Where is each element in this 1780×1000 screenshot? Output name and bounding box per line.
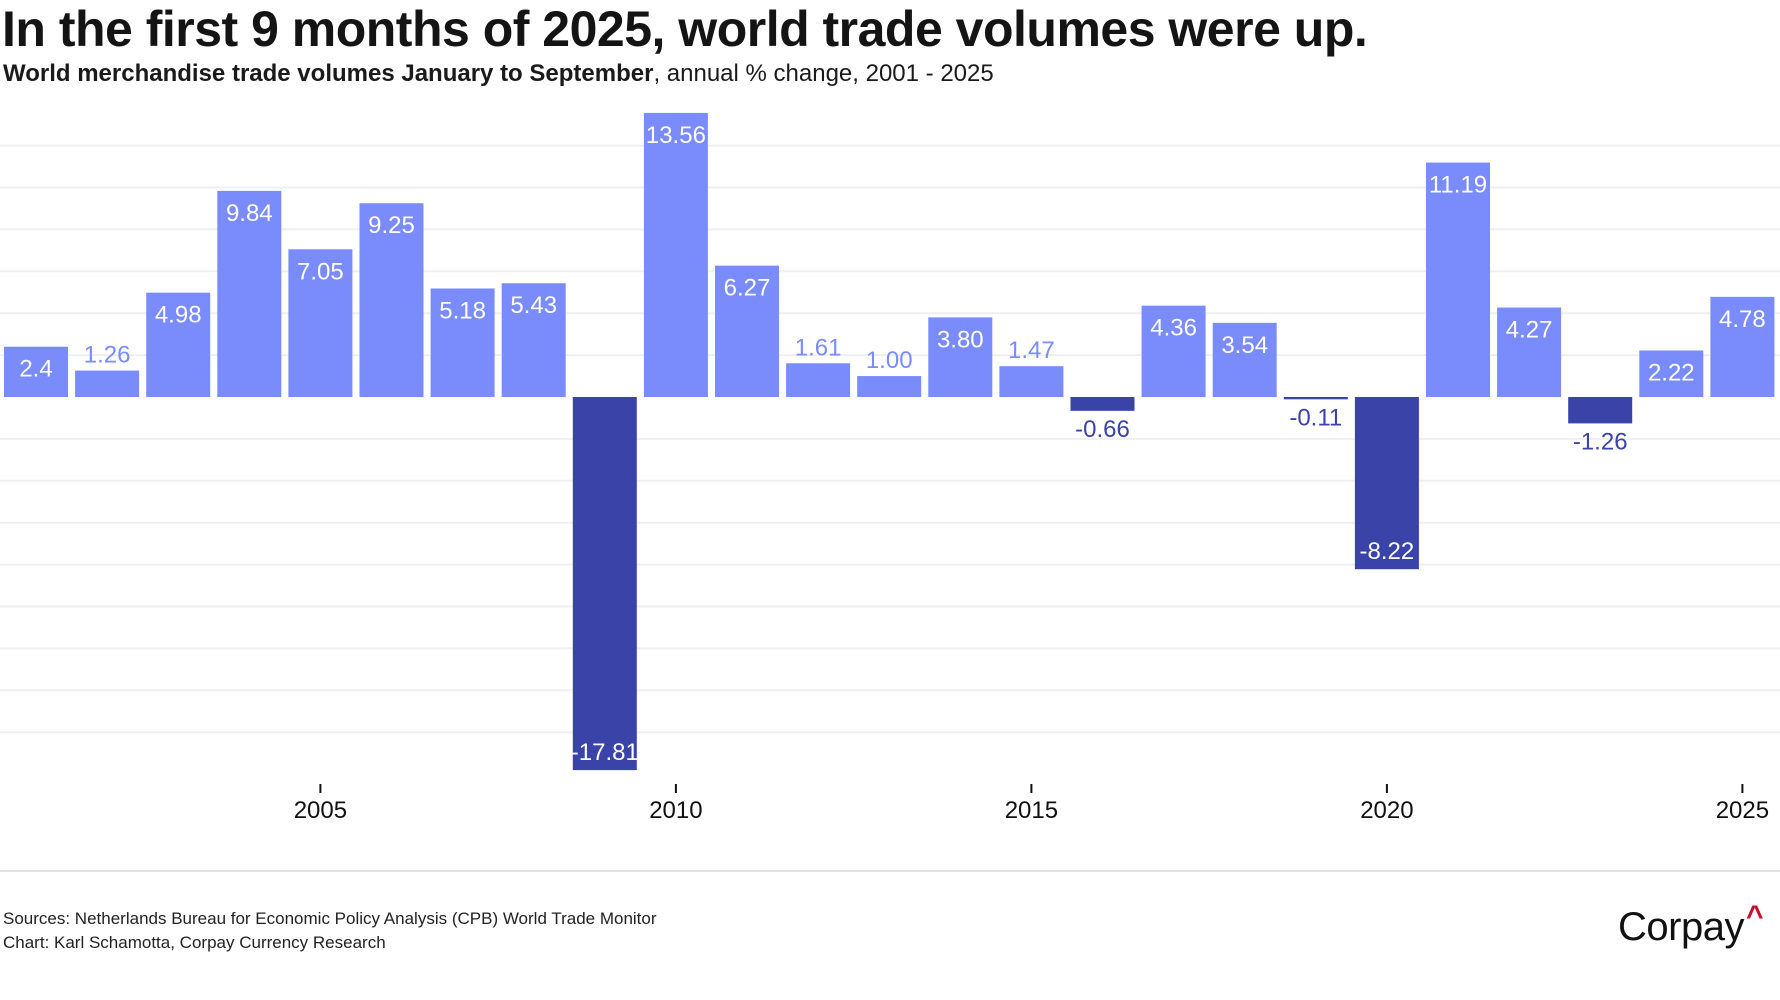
bar-2018 — [1212, 322, 1277, 397]
logo-caret-icon: ^ — [1745, 900, 1764, 933]
corpay-logo: Corpay^ — [1618, 900, 1763, 950]
bar-2021 — [1426, 162, 1490, 397]
bar-2019 — [1283, 397, 1348, 400]
data-label: 3.80 — [937, 326, 984, 353]
data-label: 4.78 — [1719, 306, 1766, 333]
data-label: 6.27 — [724, 275, 771, 302]
data-label: 1.61 — [795, 334, 842, 361]
x-tick-label: 2005 — [294, 797, 347, 824]
bar-2003 — [146, 292, 211, 397]
bar-2009 — [572, 397, 637, 771]
chart-credit: Chart: Karl Schamotta, Corpay Currency R… — [3, 933, 386, 952]
data-label: 5.18 — [439, 297, 486, 324]
bar-2008 — [501, 283, 566, 397]
chart-title: In the first 9 months of 2025, world tra… — [2, 1, 1368, 57]
x-tick-label: 2025 — [1716, 797, 1769, 824]
data-label: 2.22 — [1648, 359, 1695, 386]
data-label: -0.66 — [1075, 416, 1130, 443]
data-label: 4.36 — [1150, 315, 1197, 342]
subtitle-bold: World merchandise trade volumes January … — [3, 60, 654, 87]
chart-subtitle: World merchandise trade volumes January … — [3, 58, 994, 90]
bar-2007 — [430, 288, 495, 397]
data-label: -1.26 — [1573, 428, 1628, 455]
source-note: Sources: Netherlands Bureau for Economic… — [3, 909, 657, 928]
bar-2016 — [1070, 397, 1135, 411]
bars — [4, 112, 1775, 771]
bar-2010 — [643, 112, 708, 397]
logo-text: Corpay — [1618, 905, 1744, 949]
bar-2011 — [715, 265, 779, 397]
data-label: 4.27 — [1506, 317, 1553, 344]
bar-2020 — [1354, 397, 1419, 570]
bar-2017 — [1141, 305, 1206, 397]
bar-2025 — [1710, 296, 1775, 397]
footer-divider — [0, 870, 1780, 872]
x-axis: 2005 2010 2015 2020 2025 — [294, 784, 1769, 824]
data-label: 11.19 — [1429, 172, 1487, 199]
x-tick-label: 2015 — [1005, 797, 1058, 824]
bar-chart: 2.4 1.26 4.98 9.84 7.05 9.25 5.18 5.43 -17.81 13.… — [0, 112, 1780, 824]
data-label: 1.47 — [1008, 337, 1055, 364]
data-label: 1.00 — [866, 347, 913, 374]
data-label: 9.25 — [368, 212, 415, 239]
bar-2002 — [75, 370, 140, 397]
data-label: 5.43 — [510, 292, 557, 319]
data-label: 7.05 — [297, 258, 344, 285]
data-label: 13.56 — [646, 122, 706, 149]
data-label: -17.81 — [571, 739, 639, 766]
bar-2005 — [288, 249, 353, 397]
x-tick-label: 2010 — [649, 797, 702, 824]
bar-2013 — [857, 376, 922, 397]
bar-2012 — [786, 363, 851, 397]
subtitle-rest: , annual % change, 2001 - 2025 — [653, 60, 994, 87]
bar-2023 — [1568, 397, 1633, 424]
data-label: -8.22 — [1360, 538, 1415, 565]
bar-2014 — [928, 317, 993, 397]
data-label: 4.98 — [155, 302, 202, 329]
bar-2015 — [999, 366, 1064, 397]
data-labels: 2.4 1.26 4.98 9.84 7.05 9.25 5.18 5.43 -17.81 13.… — [19, 122, 1765, 766]
bar-2022 — [1497, 307, 1562, 397]
data-label: 2.4 — [19, 356, 52, 383]
bar-2004 — [217, 190, 282, 397]
data-label: 3.54 — [1221, 332, 1268, 359]
data-label: 1.26 — [84, 342, 131, 369]
data-label: 9.84 — [226, 200, 273, 227]
data-label: -0.11 — [1289, 404, 1342, 431]
bar-2006 — [359, 203, 424, 397]
bar-2024 — [1639, 350, 1704, 397]
bar-2001 — [4, 346, 68, 397]
x-tick-label: 2020 — [1360, 797, 1413, 824]
